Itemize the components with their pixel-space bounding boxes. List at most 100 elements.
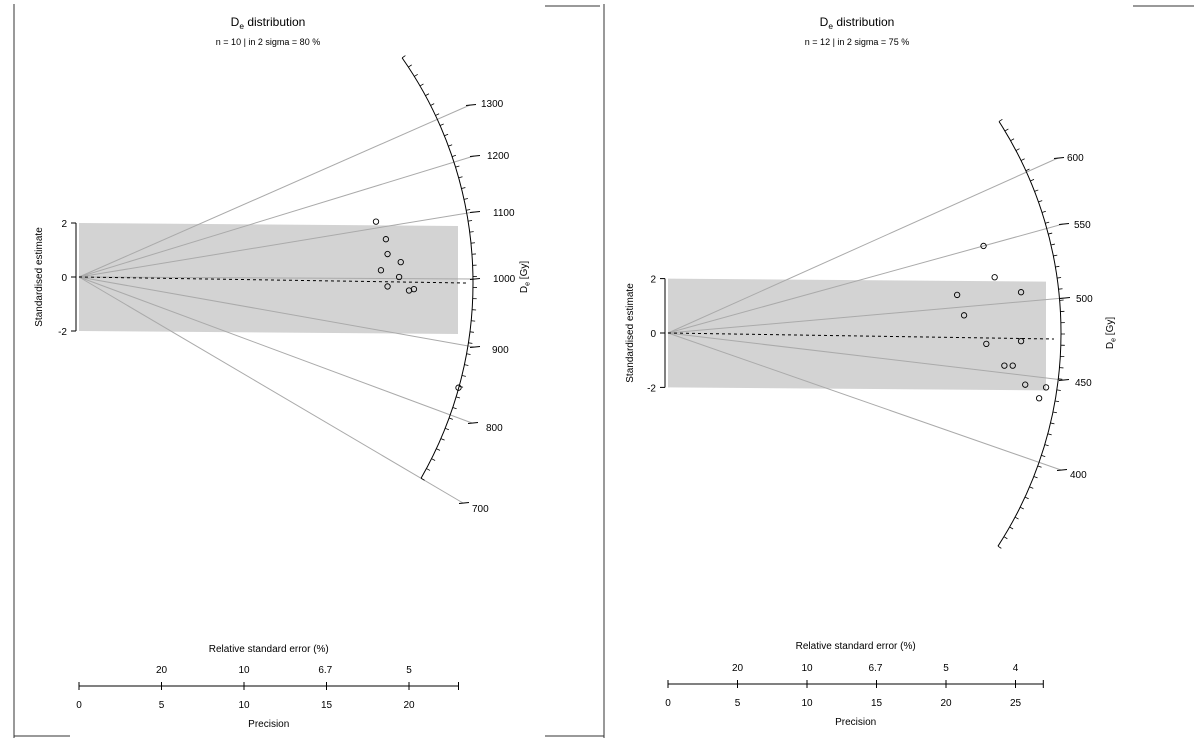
z-axis-label: De [Gy] bbox=[1105, 317, 1118, 349]
z-ray-1300 bbox=[78, 104, 471, 278]
z-minor-tick bbox=[419, 83, 424, 87]
z-minor-tick bbox=[1029, 486, 1034, 489]
x2-tick-label: 6.7 bbox=[869, 663, 883, 674]
x2-tick-label: 6.7 bbox=[318, 665, 332, 676]
z-minor-tick bbox=[1033, 476, 1038, 479]
y-tick-label: -2 bbox=[647, 383, 656, 394]
z-ray-450 bbox=[667, 332, 1064, 381]
z-tick bbox=[1056, 469, 1068, 471]
z-minor-tick bbox=[401, 55, 406, 59]
x2-axis-label: Relative standard error (%) bbox=[209, 644, 329, 655]
z-minor-tick bbox=[1048, 232, 1053, 235]
z-tick bbox=[469, 278, 481, 280]
y-tick-label: 2 bbox=[650, 275, 656, 286]
z-tick-label: 600 bbox=[1067, 153, 1084, 164]
data-point-5 bbox=[960, 312, 968, 319]
data-point-10 bbox=[455, 384, 462, 391]
z-minor-tick bbox=[461, 187, 466, 189]
y-tick-label: -2 bbox=[58, 327, 67, 338]
data-point-5 bbox=[377, 267, 385, 274]
z-minor-tick bbox=[1020, 158, 1025, 161]
x-tick-label: 25 bbox=[1010, 698, 1022, 709]
z-minor-tick bbox=[408, 64, 412, 68]
z-minor-tick bbox=[420, 477, 425, 481]
z-tick bbox=[469, 346, 481, 348]
z-minor-tick bbox=[1015, 148, 1020, 151]
z-minor-tick bbox=[1052, 411, 1057, 414]
z-tick-label: 900 bbox=[492, 345, 509, 356]
y-tick-label: 0 bbox=[61, 273, 67, 284]
y-axis-label: Standardised estimate bbox=[34, 227, 45, 327]
z-tick-label: 550 bbox=[1074, 220, 1091, 231]
z-axis-label: De [Gy] bbox=[519, 261, 532, 293]
z-minor-tick bbox=[1041, 454, 1046, 457]
z-minor-tick bbox=[1050, 422, 1055, 425]
z-ray-400 bbox=[667, 332, 1062, 471]
z-minor-tick bbox=[452, 407, 457, 410]
z-ray-600 bbox=[667, 157, 1059, 334]
z-tick-label: 700 bbox=[472, 504, 489, 515]
chart-subtitle: n = 10 | in 2 sigma = 80 % bbox=[216, 37, 320, 47]
z-minor-tick bbox=[458, 176, 463, 179]
z-minor-tick bbox=[456, 396, 461, 399]
z-minor-tick bbox=[414, 73, 418, 77]
chart-title: De distribution bbox=[820, 15, 895, 31]
z-tick bbox=[465, 104, 477, 106]
z-ray-1200 bbox=[78, 155, 475, 278]
z-tick bbox=[1053, 157, 1065, 159]
z-minor-tick bbox=[463, 198, 468, 200]
z-minor-tick bbox=[451, 154, 457, 157]
z-ray-700 bbox=[78, 276, 464, 504]
radial-plot-1: 700 800 900 1000 1100 1200 1300 De [Gy] -2 0 2 Stan… bbox=[34, 15, 532, 730]
z-tick-label: 1200 bbox=[487, 151, 510, 162]
x2-tick-label: 5 bbox=[406, 665, 412, 676]
z-minor-tick bbox=[439, 123, 444, 126]
z-ray-1100 bbox=[78, 211, 475, 278]
data-point-6 bbox=[395, 273, 403, 281]
chart-title: De distribution bbox=[231, 15, 306, 31]
x-tick-label: 10 bbox=[801, 698, 813, 709]
data-point-1 bbox=[372, 218, 380, 225]
z-tick-label: 1100 bbox=[493, 208, 515, 219]
z-minor-tick bbox=[464, 364, 469, 366]
x-axis-label: Precision bbox=[248, 719, 289, 730]
z-minor-tick bbox=[1045, 221, 1050, 224]
z-minor-tick bbox=[425, 93, 430, 96]
z-axis-arc bbox=[997, 121, 1062, 547]
y-axis-label: Standardised estimate bbox=[625, 283, 636, 383]
z-tick-label: 1000 bbox=[493, 274, 516, 285]
z-tick bbox=[469, 211, 481, 213]
z-tick-label: 500 bbox=[1076, 294, 1093, 305]
z-minor-tick bbox=[468, 220, 473, 222]
z-minor-tick bbox=[435, 113, 440, 116]
data-point-12 bbox=[1042, 384, 1050, 391]
chart-subtitle: n = 12 | in 2 sigma = 75 % bbox=[805, 37, 909, 47]
x-tick-label: 0 bbox=[76, 700, 82, 711]
x-tick-label: 10 bbox=[238, 700, 250, 711]
z-ray-500 bbox=[667, 297, 1065, 334]
z-ray-550 bbox=[667, 223, 1064, 334]
z-tick bbox=[469, 155, 481, 157]
data-point-3 bbox=[384, 250, 391, 258]
z-minor-tick bbox=[1009, 526, 1014, 530]
z-minor-tick bbox=[1050, 243, 1055, 246]
z-minor-tick bbox=[469, 231, 474, 233]
y-tick-label: 0 bbox=[650, 329, 656, 340]
z-tick bbox=[458, 502, 470, 504]
central-value-line bbox=[667, 332, 1055, 340]
z-ray-900 bbox=[78, 276, 475, 348]
z-minor-tick bbox=[426, 468, 431, 471]
x-tick-label: 15 bbox=[321, 700, 333, 711]
z-minor-tick bbox=[1004, 128, 1009, 132]
data-point-7 bbox=[1017, 338, 1025, 345]
z-minor-tick bbox=[1034, 189, 1039, 192]
z-tick-label: 800 bbox=[486, 423, 503, 434]
z-minor-tick bbox=[998, 118, 1003, 122]
z-minor-tick bbox=[430, 103, 435, 106]
z-minor-tick bbox=[1053, 254, 1058, 257]
z-minor-tick bbox=[455, 165, 460, 168]
x-tick-label: 20 bbox=[940, 698, 952, 709]
